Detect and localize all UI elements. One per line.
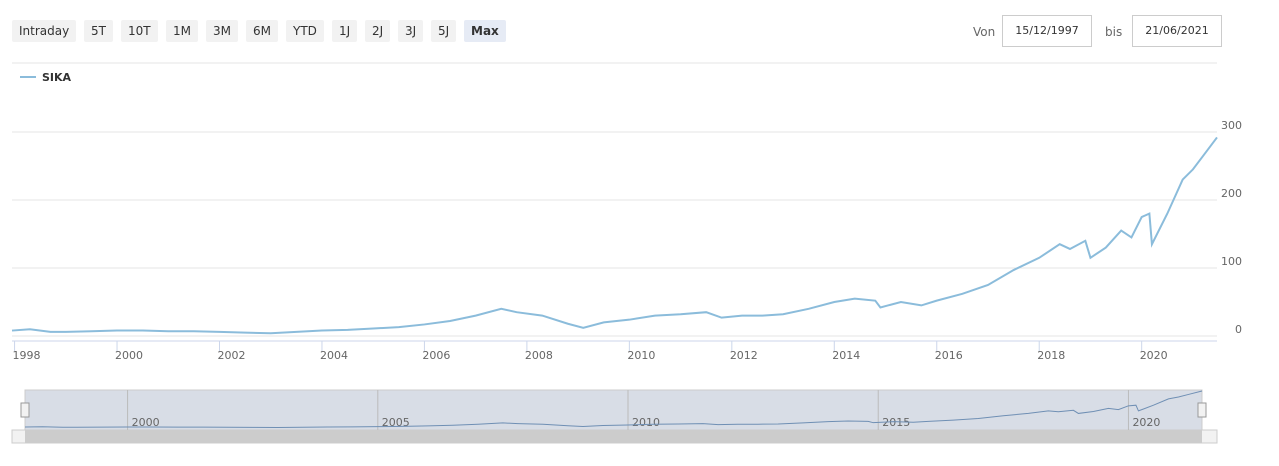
range-button[interactable]: 5J [431,20,457,42]
navigator-tick-label: 2010 [632,416,660,429]
x-tick-label: 2018 [1037,349,1065,362]
x-tick-label: 2010 [627,349,655,362]
x-tick-label: 2000 [115,349,143,362]
series-line [11,136,1218,335]
to-label: bis [1105,25,1123,39]
range-button[interactable]: 1J [332,20,358,42]
scrollbar-thumb[interactable] [25,430,1202,443]
y-tick-label: 200 [1221,187,1242,200]
x-tick-label: 2020 [1140,349,1168,362]
x-tick-label: 2012 [730,349,758,362]
navigator-tick-label: 2020 [1132,416,1160,429]
range-button[interactable]: 6M [246,20,278,42]
x-tick-label: 2004 [320,349,348,362]
from-label: Von [973,25,996,39]
x-tick-label: 2006 [422,349,450,362]
navigator-line [24,390,1203,428]
range-button[interactable]: YTD [286,20,324,42]
navigator-handle[interactable] [1197,402,1207,418]
range-button[interactable]: 3M [206,20,238,42]
x-tick-label: 2002 [217,349,245,362]
y-tick-label: 0 [1235,323,1242,336]
range-button[interactable]: 2J [365,20,391,42]
x-tick-label: 2014 [832,349,860,362]
navigator-tick-label: 2005 [382,416,410,429]
to-date[interactable]: 21/06/2021 [1132,15,1222,47]
range-button[interactable]: Max [464,20,506,42]
y-tick-label: 300 [1221,119,1242,132]
x-tick-label: 2016 [935,349,963,362]
range-button[interactable]: 3J [398,20,424,42]
navigator-mask[interactable] [24,389,1203,431]
navigator-tick-label: 2000 [132,416,160,429]
x-tick-label: 1998 [13,349,41,362]
x-tick-label: 2008 [525,349,553,362]
range-button[interactable]: 1M [166,20,198,42]
navigator-handle[interactable] [20,402,30,418]
range-button[interactable]: 5T [84,20,113,42]
range-button[interactable]: Intraday [12,20,77,42]
navigator-tick-label: 2015 [882,416,910,429]
legend-label[interactable]: SIKA [42,71,72,84]
from-date[interactable]: 15/12/1997 [1002,15,1092,47]
y-tick-label: 100 [1221,255,1242,268]
range-button[interactable]: 10T [121,20,158,42]
